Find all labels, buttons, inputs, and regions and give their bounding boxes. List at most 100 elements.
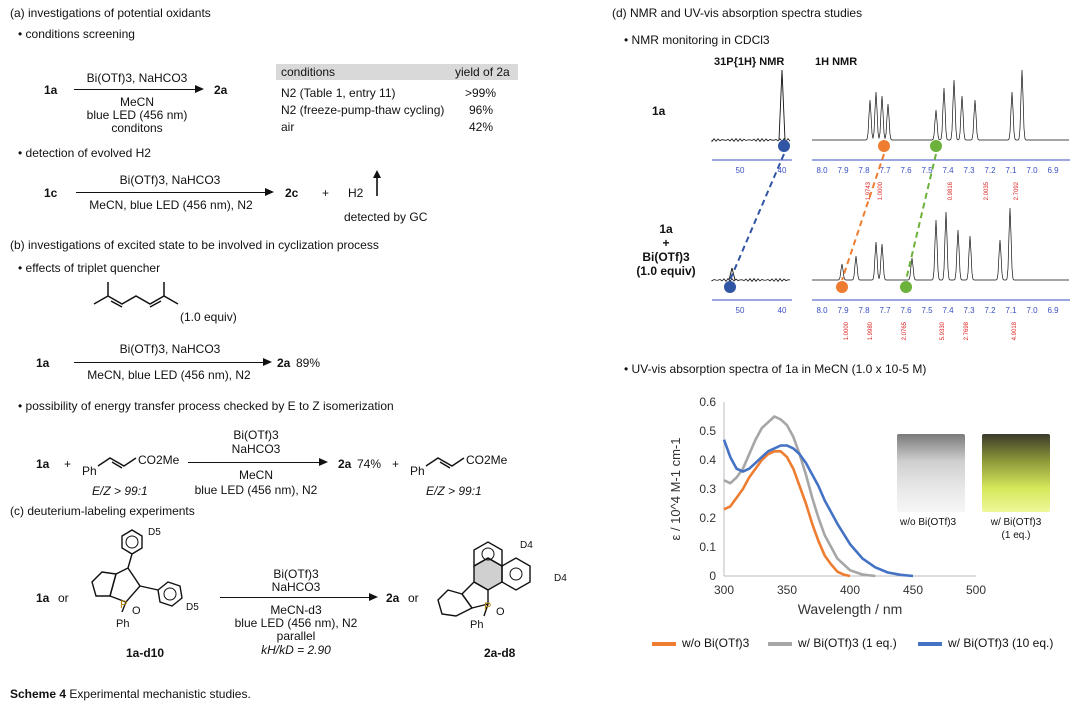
rxn4-plus2: + bbox=[392, 457, 400, 471]
h2-label: • detection of evolved H2 bbox=[18, 146, 151, 160]
rxn4-catalyst: Bi(OTf)3 bbox=[233, 428, 279, 442]
rxn4-yield: 74% bbox=[357, 457, 382, 471]
x-tick-label: 300 bbox=[714, 583, 734, 597]
integral-value: 2.0035 bbox=[984, 181, 990, 200]
h-nmr-tick-label: 7.9 bbox=[837, 306, 849, 315]
integral-value: 1.0000 bbox=[844, 321, 850, 340]
y-tick-label: 0.5 bbox=[699, 424, 716, 438]
quencher-equiv: (1.0 equiv) bbox=[180, 310, 237, 324]
phosphorus-shift-line bbox=[729, 153, 785, 281]
p-nmr-tick-label: 40 bbox=[778, 306, 787, 315]
ez-end: E/Z > 99:1 bbox=[426, 484, 482, 498]
h-nmr-tick-label: 7.5 bbox=[921, 166, 933, 175]
integral-value: 5.9330 bbox=[940, 321, 946, 340]
h-nmr-tick-label: 6.9 bbox=[1047, 166, 1059, 175]
h-nmr-tick-label: 7.4 bbox=[942, 306, 954, 315]
rxn4-plus: + bbox=[64, 457, 72, 471]
rxn4-product: 2a bbox=[338, 457, 352, 471]
photo2-caption-eq: (1 eq.) bbox=[1001, 530, 1031, 541]
legend-item: w/o Bi(OTf)3 bbox=[682, 636, 750, 650]
rxn5-arrow bbox=[220, 597, 370, 599]
rxn1-arrow bbox=[74, 89, 196, 91]
proton-a-marker bbox=[878, 140, 890, 152]
h-nmr-tick-label: 8.0 bbox=[816, 166, 828, 175]
phosphorus-atom: P bbox=[120, 599, 128, 611]
h-nmr-tick-label: 7.6 bbox=[900, 306, 912, 315]
d4-label-bottom: D4 bbox=[554, 573, 567, 584]
photo2-caption: w/ Bi(OTf)3 bbox=[990, 517, 1042, 528]
phosphorus-atom-2: P bbox=[484, 601, 492, 613]
x-tick-label: 350 bbox=[777, 583, 797, 597]
h-nmr-tick-label: 7.8 bbox=[858, 306, 870, 315]
p-nmr-trace bbox=[711, 137, 791, 143]
p-nmr-tick-label: 50 bbox=[736, 166, 745, 175]
proton-b-marker bbox=[930, 140, 942, 152]
cinnamate-ester-2: CO2Me bbox=[466, 453, 508, 467]
ez-start: E/Z > 99:1 bbox=[92, 484, 148, 498]
series-line bbox=[723, 415, 876, 578]
kie-value: kH/kD = 2.90 bbox=[261, 643, 331, 657]
table-row-yield: 96% bbox=[469, 103, 494, 117]
rxn2-conditions: MeCN, blue LED (456 nm), N2 bbox=[89, 198, 253, 212]
x-tick-label: 450 bbox=[903, 583, 923, 597]
rxn4-solvent: MeCN bbox=[238, 468, 273, 482]
h-nmr-tick-label: 7.0 bbox=[1026, 306, 1038, 315]
y-tick-label: 0.4 bbox=[699, 453, 716, 467]
h-nmr-tick-label: 7.9 bbox=[837, 166, 849, 175]
rxn5-product: 2a bbox=[386, 591, 400, 605]
sample-2-line: Bi(OTf)3 bbox=[642, 250, 690, 264]
caption-text: Experimental mechanistic studies. bbox=[69, 687, 251, 701]
h2-gas: H2 bbox=[348, 186, 364, 200]
rxn5-reactant: 1a bbox=[36, 591, 50, 605]
integral-value: 0.9816 bbox=[948, 181, 954, 200]
proton-a-shift-line bbox=[841, 153, 885, 281]
rxn1-arrow-head bbox=[195, 85, 204, 93]
rxn5-catalyst: Bi(OTf)3 bbox=[273, 567, 319, 581]
series-line bbox=[722, 439, 914, 578]
x-tick-label: 400 bbox=[840, 583, 860, 597]
oxide-o: O bbox=[132, 605, 141, 617]
rxn1-reagents: Bi(OTf)3, NaHCO3 bbox=[86, 71, 188, 85]
sample-2-line: + bbox=[662, 236, 670, 250]
vial-photo-without-bi bbox=[897, 434, 965, 512]
legend-item: w/ Bi(OTf)3 (1 eq.) bbox=[798, 636, 897, 650]
reactant-d10-label: 1a-d10 bbox=[126, 646, 165, 660]
p-nmr-peak bbox=[778, 69, 786, 141]
vial-photo-with-bi bbox=[982, 434, 1050, 512]
d4-label-top: D4 bbox=[520, 540, 533, 551]
integral-value: 4.9018 bbox=[1012, 321, 1018, 340]
sample-2-line: (1.0 equiv) bbox=[636, 264, 696, 278]
integral-value: 1.9743 bbox=[866, 181, 872, 200]
gas-evolution-arrow-icon bbox=[373, 170, 381, 196]
h-nmr-tick-label: 7.3 bbox=[963, 166, 975, 175]
h-nmr-trace bbox=[812, 69, 1069, 141]
y-tick-label: 0.3 bbox=[699, 482, 716, 496]
table-header-bg bbox=[276, 64, 518, 80]
p-nmr-trace bbox=[711, 277, 791, 283]
rxn5-or-1: or bbox=[58, 591, 69, 605]
y-tick-label: 0.1 bbox=[699, 540, 716, 554]
phenyl-on-p: Ph bbox=[116, 618, 130, 630]
proton-a-marker bbox=[836, 281, 848, 293]
quencher-label: • effects of triplet quencher bbox=[18, 261, 161, 275]
rxn2-reactant: 1c bbox=[44, 186, 58, 200]
integral-value: 2.7698 bbox=[964, 321, 970, 340]
p-nmr-header: 31P{1H} NMR bbox=[714, 56, 785, 68]
rxn4-arrow bbox=[188, 462, 320, 464]
y-tick-label: 0.6 bbox=[699, 395, 716, 409]
sample-1-label: 1a bbox=[652, 104, 666, 118]
integral-value: 2.0765 bbox=[902, 321, 908, 340]
screening-label: • conditions screening bbox=[18, 27, 135, 41]
rxn3-conditions: MeCN, blue LED (456 nm), N2 bbox=[87, 368, 251, 382]
h-nmr-trace bbox=[812, 207, 1069, 281]
detected-by-gc: detected by GC bbox=[344, 210, 428, 224]
rxn5-or-2: or bbox=[408, 591, 419, 605]
panel-d-title: (d) NMR and UV-vis absorption spectra st… bbox=[612, 6, 863, 20]
table-header-conditions: conditions bbox=[281, 65, 336, 79]
uv-label: • UV-vis absorption spectra of 1a in MeC… bbox=[624, 362, 927, 376]
phenyl-on-p-2: Ph bbox=[470, 619, 484, 631]
oxide-o-2: O bbox=[496, 606, 505, 618]
rxn5-solvent: MeCN-d3 bbox=[270, 603, 322, 617]
nmr-label: • NMR monitoring in CDCl3 bbox=[624, 33, 770, 47]
legend-swatch bbox=[918, 642, 942, 646]
